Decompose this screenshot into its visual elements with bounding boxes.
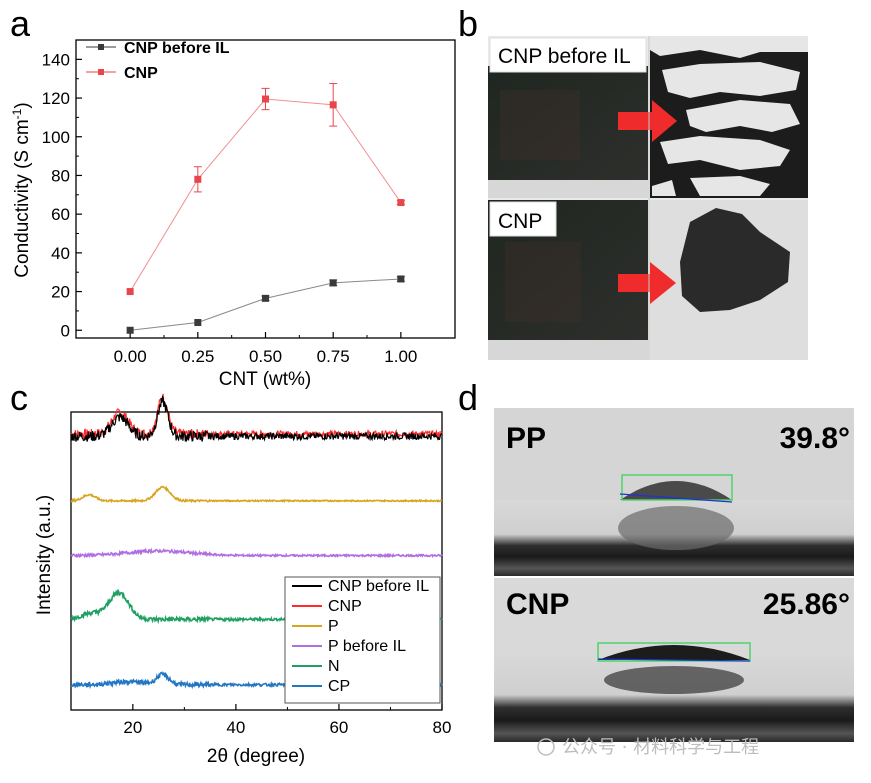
watermark-text: 公众号 · 材料科学与工程 — [562, 737, 759, 758]
baseline-pp — [619, 493, 733, 503]
chart-a-ytick-label: 100 — [42, 128, 70, 147]
legend-marker-cnp-before-il — [98, 44, 104, 50]
chart-c-ylabel: Intensity (a.u.) — [34, 495, 55, 615]
droplet-pp — [620, 481, 732, 500]
photo-film-top-shadow — [500, 90, 580, 160]
chart-a-ytick-label: 60 — [51, 205, 70, 224]
chart-a-ticks: 0.00 0.25 0.50 0.75 1.00 0 20 40 60 80 100 120 140 — [42, 50, 418, 366]
watermark: 公众号 · 材料科学与工程 — [537, 737, 759, 758]
contact-angle-box-cnp — [597, 642, 751, 662]
chart-a-point — [262, 95, 269, 103]
chart-a-xtick-label: 0.50 — [249, 347, 282, 366]
panel-a-label: a — [10, 3, 31, 44]
chart-a-ytick-label: 140 — [42, 50, 70, 69]
watermark-icon — [537, 738, 555, 756]
chart-c-xtick-label: 60 — [329, 718, 348, 737]
chart-a-point — [126, 326, 134, 334]
photo-b-top-label-box — [489, 37, 647, 73]
chart-c-frame — [70, 411, 443, 711]
chart-a-ytick-label: 40 — [51, 244, 70, 263]
photo-panel-d: PP 39.8° CNP 25.86° 公众号 · 材料科学与工程 — [494, 408, 854, 758]
chart-a-ytick-label: 120 — [42, 89, 70, 108]
droplet-cnp — [598, 645, 750, 660]
photo-b-bottom-label: CNP — [498, 210, 542, 233]
photo-d-top-angle: 39.8° — [780, 422, 850, 455]
baseline-cnp — [597, 658, 751, 662]
chart-c-xtick-label: 40 — [226, 718, 245, 737]
chart-c: 20 40 60 80 2θ (degree) Intensity (a.u.) CN… — [34, 393, 451, 767]
chart-a-point — [194, 175, 202, 183]
chart-a-ylabel-close: ) — [12, 102, 33, 108]
photo-d-top-label: PP — [506, 422, 546, 455]
panel-b-label: b — [458, 3, 478, 44]
chart-c-legend-label: P before IL — [328, 638, 406, 655]
chart-c-xtick-label: 80 — [433, 718, 452, 737]
chart-c-legend-box — [284, 576, 441, 704]
chart-a-point — [126, 288, 134, 296]
chart-c-series — [70, 393, 443, 690]
legend-marker-cnp — [98, 69, 104, 75]
photo-d-bottom-angle: 25.86° — [763, 588, 850, 621]
chart-a-series-line-1 — [129, 98, 402, 292]
photo-film-bottom-shadow — [505, 242, 581, 322]
arrow-right-icon — [618, 262, 676, 304]
chart-c-ticks: 20 40 60 80 — [123, 704, 451, 737]
chart-a-ylabel-main: Conductivity (S cm — [12, 119, 33, 277]
arrow-right-icon — [618, 100, 677, 142]
chart-a-point — [397, 199, 405, 207]
chart-c-series-line-1 — [70, 393, 443, 441]
photo-d-bottom-label: CNP — [506, 588, 569, 621]
chart-a-xtick-label: 0.75 — [317, 347, 350, 366]
chart-a-xtick-label: 0.00 — [114, 347, 147, 366]
chart-a-series — [126, 83, 405, 334]
panel-d-label: d — [458, 377, 478, 418]
chart-c-xlabel: 2θ (degree) — [207, 746, 305, 767]
chart-c-xtick-label: 20 — [123, 718, 142, 737]
chart-a: 0.00 0.25 0.50 0.75 1.00 0 20 40 60 80 100 120 140 C… — [10, 39, 456, 390]
chart-c-legend: CNP before IL CNP P P before IL N CP — [284, 576, 441, 704]
chart-c-legend-label: N — [328, 658, 340, 675]
photo-film-bottom-edge — [488, 340, 648, 360]
chart-a-point — [329, 101, 337, 109]
photo-b-bottom-label-box — [489, 201, 557, 237]
chart-a-xtick-label: 1.00 — [384, 347, 417, 366]
droplet-pp-reflection — [618, 506, 734, 550]
chart-c-series-line-0 — [70, 395, 443, 443]
droplet-cnp-reflection — [604, 666, 744, 694]
photo-panel-b: CNP before IL CNP — [488, 36, 808, 360]
contact-angle-box-pp — [621, 474, 733, 501]
chart-a-point — [397, 275, 405, 283]
chart-c-series-line-3 — [70, 547, 443, 559]
chart-c-legend-label: CNP before IL — [328, 578, 429, 595]
photo-film-top-edge — [488, 180, 648, 198]
panel-c-label: c — [10, 377, 28, 418]
chart-a-legend: CNP before IL CNP — [86, 40, 230, 82]
photo-intact-film — [680, 208, 790, 312]
legend-cnp: CNP — [124, 65, 158, 82]
photo-b-top-label: CNP before IL — [498, 45, 631, 68]
chart-c-series-line-2 — [70, 485, 443, 504]
chart-a-xlabel: CNT (wt%) — [219, 369, 312, 390]
chart-c-legend-label: P — [328, 618, 339, 635]
chart-a-ylabel-sup: -1 — [10, 108, 24, 119]
chart-a-point — [329, 279, 337, 287]
chart-a-ytick-label: 80 — [51, 166, 70, 185]
legend-cnp-before-il: CNP before IL — [124, 40, 230, 57]
chart-c-legend-label: CP — [328, 678, 350, 695]
chart-a-ytick-label: 0 — [61, 321, 70, 340]
chart-a-point — [194, 319, 202, 327]
chart-c-legend-label: CNP — [328, 598, 362, 615]
chart-a-ytick-label: 20 — [51, 283, 70, 302]
chart-a-ylabel: Conductivity (S cm-1) — [10, 102, 33, 277]
chart-a-xtick-label: 0.25 — [181, 347, 214, 366]
chart-a-point — [262, 294, 269, 302]
photo-fragment-top-cracks — [650, 36, 808, 196]
chart-a-series-line-0 — [130, 278, 401, 331]
